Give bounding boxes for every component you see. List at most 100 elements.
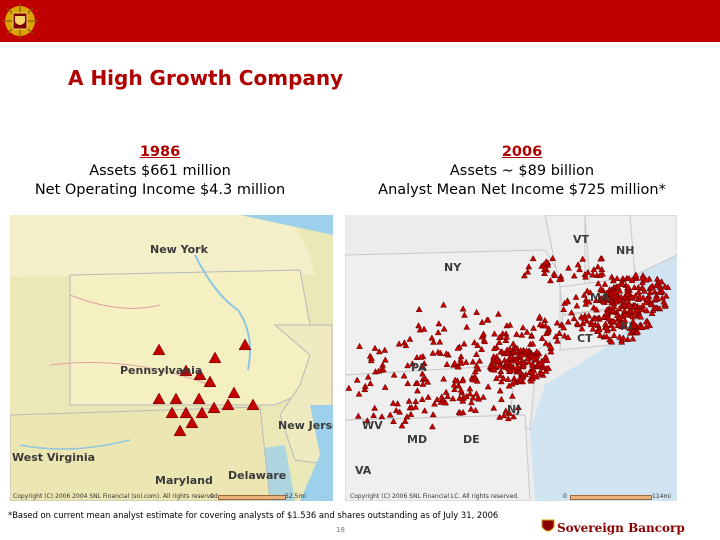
branch-marker (444, 392, 452, 400)
branch-marker (542, 322, 550, 329)
branch-marker (207, 401, 221, 414)
map-label-nh: NH (616, 244, 635, 257)
branch-marker (460, 340, 468, 347)
branch-marker (173, 424, 187, 437)
branch-marker (608, 338, 616, 345)
branch-marker (542, 329, 550, 337)
branch-marker (419, 363, 427, 370)
branch-marker (364, 373, 372, 380)
branch-marker (613, 274, 621, 282)
branch-marker (494, 310, 502, 317)
branch-marker (492, 374, 500, 381)
branch-marker (406, 335, 414, 342)
branch-marker (503, 358, 511, 365)
branch-marker (517, 376, 524, 383)
branch-markers-1986 (152, 338, 260, 437)
branch-marker (542, 353, 550, 360)
branch-marker (618, 280, 626, 287)
branch-marker (632, 271, 640, 278)
branch-marker (639, 274, 646, 281)
branch-marker (179, 364, 193, 377)
brand-name: Sovereign Bancorp (557, 521, 685, 535)
branch-marker (507, 361, 515, 369)
branch-marker (638, 283, 646, 290)
map-label-pa: PA (411, 361, 427, 374)
branch-marker (457, 356, 464, 363)
branch-marker (469, 394, 477, 401)
branch-marker (419, 380, 427, 387)
branch-marker (394, 400, 402, 407)
branch-marker (510, 413, 517, 420)
branch-marker (610, 302, 618, 310)
branch-marker (478, 345, 486, 352)
branch-marker (615, 305, 623, 312)
branch-marker (602, 323, 610, 331)
branch-marker (221, 398, 235, 411)
branch-marker (603, 289, 610, 296)
map-label-va: VA (355, 464, 372, 477)
map-label-delaware: Delaware (228, 469, 287, 482)
branch-marker (629, 322, 637, 329)
branch-marker (469, 358, 477, 365)
branch-marker (416, 326, 424, 333)
branch-marker (505, 382, 513, 389)
branch-marker (473, 308, 481, 315)
branch-marker (641, 287, 648, 294)
branch-marker (593, 327, 601, 334)
branch-marker (433, 395, 441, 403)
branch-marker (529, 340, 537, 347)
branch-marker (536, 360, 544, 368)
branch-marker (424, 378, 432, 385)
branch-marker (467, 399, 475, 406)
branch-marker (493, 343, 501, 350)
header-bar (0, 0, 720, 42)
branch-marker (496, 413, 504, 420)
crest-logo-icon (2, 3, 38, 39)
branch-marker (474, 394, 482, 401)
branch-marker (368, 354, 375, 361)
page-title: A High Growth Company (68, 66, 344, 90)
branch-marker (516, 368, 524, 375)
branch-marker (493, 357, 500, 364)
branch-marker (570, 314, 578, 322)
branch-marker (648, 309, 656, 316)
branch-marker (538, 369, 546, 376)
branch-marker (203, 375, 217, 388)
map-1986-scale-start: 0 (210, 493, 214, 500)
branch-marker (474, 341, 482, 348)
map-label-new-york: New York (150, 243, 208, 256)
branch-marker (607, 321, 615, 328)
branch-marker (415, 322, 422, 329)
branch-marker (498, 348, 506, 355)
branch-marker (547, 343, 555, 350)
branch-marker (195, 406, 209, 419)
branch-marker (454, 363, 462, 370)
branch-marker (454, 344, 462, 351)
branch-marker (551, 271, 559, 278)
branch-marker (490, 366, 498, 373)
branch-marker (629, 335, 637, 342)
branch-marker (643, 295, 650, 302)
right-summary: 2006 Assets ~ $89 billion Analyst Mean N… (352, 143, 692, 200)
map-label-ny: NY (444, 261, 462, 274)
branch-marker (502, 336, 510, 343)
branch-marker (504, 414, 512, 422)
branch-marker (514, 403, 522, 410)
branch-marker (515, 359, 522, 366)
branch-marker (457, 359, 465, 366)
branch-marker (601, 280, 609, 287)
branch-marker (597, 255, 605, 262)
branch-marker (392, 406, 400, 414)
branch-marker (435, 320, 443, 327)
branch-marker (440, 301, 448, 308)
branch-marker (497, 395, 505, 403)
branch-marker (371, 404, 379, 411)
branch-marker (616, 333, 623, 340)
branch-marker (472, 406, 479, 413)
branch-marker (355, 390, 363, 397)
map-1986: New York Pennsylvania New Jersey West Vi… (10, 215, 333, 501)
branch-marker (658, 278, 665, 285)
branch-marker (639, 305, 647, 313)
branch-marker (152, 392, 166, 405)
branch-marker (552, 332, 560, 340)
